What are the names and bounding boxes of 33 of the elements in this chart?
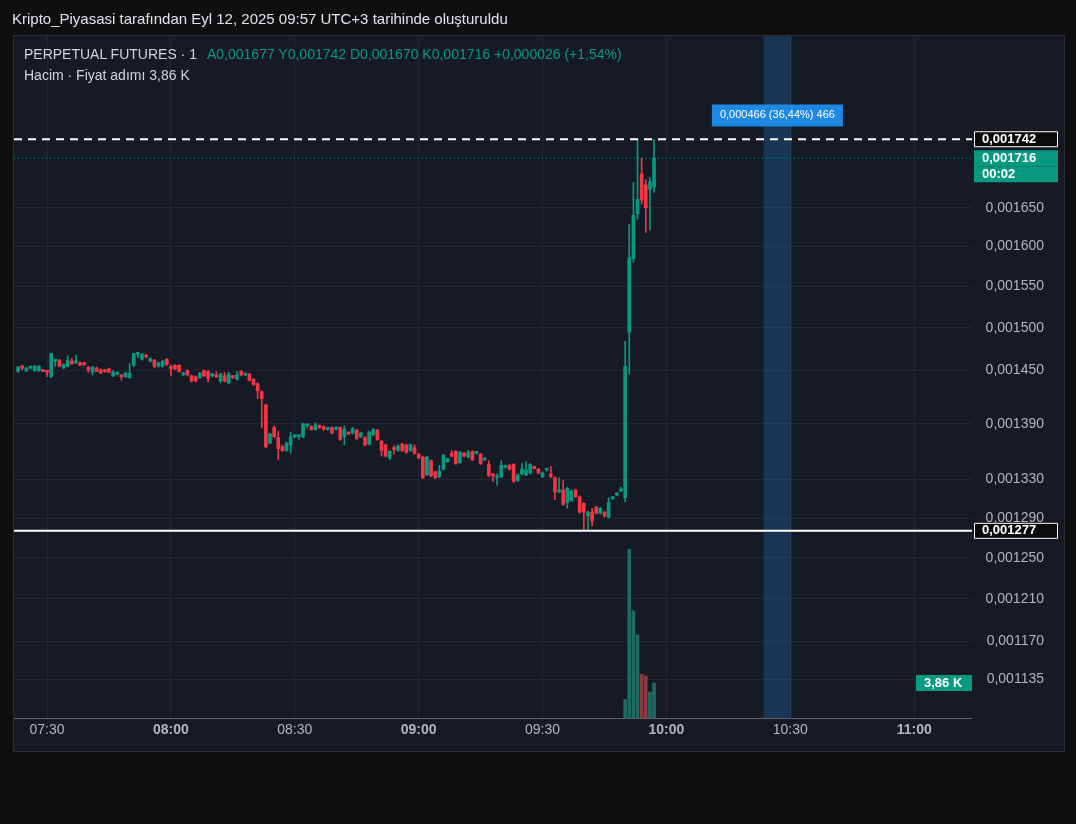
ref-line-label: 0,001742 bbox=[982, 130, 1037, 146]
y-tick-label: 0,001650 bbox=[985, 198, 1045, 215]
x-tick-label: 10:30 bbox=[772, 721, 809, 738]
annotation: Hacim · Fiyat adımı 3,86 K bbox=[24, 67, 190, 83]
y-tick-label: 0,001500 bbox=[985, 318, 1045, 335]
y-tick-label: 0,001550 bbox=[985, 277, 1045, 294]
bar bbox=[627, 549, 632, 719]
y-tick-label: 0,001290 bbox=[985, 508, 1045, 525]
x-tick-label: 09:30 bbox=[525, 721, 561, 738]
y-tick-label: 0,001330 bbox=[985, 470, 1045, 487]
text: 00:02 bbox=[982, 165, 1016, 181]
ref-line-label: 0,001716 bbox=[982, 149, 1037, 165]
x-tick-label: 09:00 bbox=[400, 721, 437, 738]
ref-line-label: 0,001277 bbox=[982, 522, 1037, 538]
annotation: A0,001677 Y0,001742 D0,001670 K0,001716 +0,000026 (+1,54%) bbox=[206, 46, 622, 62]
x-tick-label: 10:00 bbox=[648, 721, 685, 738]
x-tick-label: 07:30 bbox=[29, 721, 65, 738]
x-tick-label: 08:30 bbox=[277, 721, 313, 738]
y-tick-label: 0,001390 bbox=[985, 414, 1045, 431]
y-tick-label: 0,001170 bbox=[986, 632, 1045, 649]
text: PERPETUAL FUTURES · 1 bbox=[24, 46, 197, 62]
bar bbox=[652, 682, 656, 719]
annotation: 3,86 K bbox=[924, 674, 963, 690]
y-tick-label: 0,001210 bbox=[985, 589, 1045, 606]
y-tick-label: 0,001450 bbox=[985, 361, 1045, 378]
y-tick-label: 0,001135 bbox=[986, 670, 1045, 687]
band-label: 0,000466 (36,44%) 466 bbox=[719, 108, 835, 121]
y-tick-label: 0,001600 bbox=[985, 237, 1045, 254]
bar bbox=[643, 675, 648, 719]
text: Kripto_Piyasasi tarafından Eyl 12, 2025 09:57 UTC+3 tarihinde oluşturuldu bbox=[12, 10, 508, 27]
x-tick-label: 11:00 bbox=[896, 721, 932, 738]
x-tick-label: 08:00 bbox=[153, 721, 190, 738]
y-tick-label: 0,001250 bbox=[985, 548, 1045, 565]
